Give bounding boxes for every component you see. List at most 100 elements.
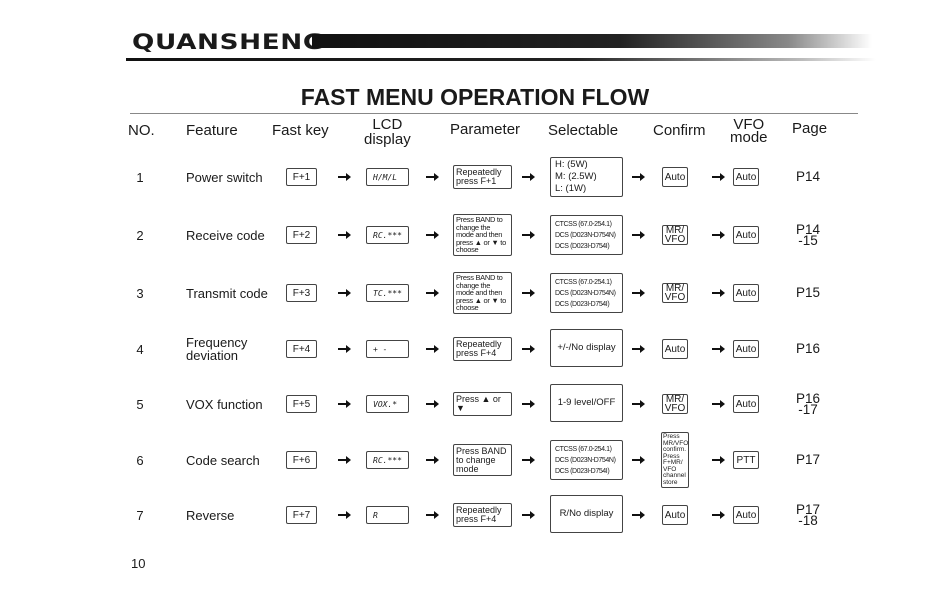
fast-key-box: F+6 xyxy=(286,451,317,469)
confirm-box: MR/ VFO xyxy=(662,283,688,303)
arrow-icon xyxy=(632,173,645,181)
row-feature: VOX function xyxy=(186,397,263,412)
header-gradient-bar xyxy=(312,34,872,48)
lcd-display-box: RC.*** xyxy=(366,451,409,469)
parameter-box: Repeatedly press F+4 xyxy=(453,503,512,527)
arrow-icon xyxy=(522,511,535,519)
parameter-box: Press BAND to change the mode and then p… xyxy=(453,214,512,256)
arrow-icon xyxy=(712,400,725,408)
confirm-box: MR/ VFO xyxy=(662,225,688,245)
row-number: 6 xyxy=(136,453,144,468)
vfo-mode-box: Auto xyxy=(733,340,759,358)
arrow-icon xyxy=(338,345,351,353)
fast-key-box: F+7 xyxy=(286,506,317,524)
row-number: 2 xyxy=(136,228,144,243)
arrow-icon xyxy=(712,289,725,297)
row-feature: Frequency deviation xyxy=(186,335,248,363)
arrow-icon xyxy=(522,345,535,353)
arrow-icon xyxy=(426,289,439,297)
lcd-display-box: + - xyxy=(366,340,409,358)
vfo-mode-box: Auto xyxy=(733,284,759,302)
confirm-box: Auto xyxy=(662,505,688,525)
arrow-icon xyxy=(338,289,351,297)
row-page: P17 -18 xyxy=(795,502,821,528)
selectable-box: H: (5W) M: (2.5W) L: (1W) xyxy=(550,157,623,197)
header-vfo-mode: VFO mode xyxy=(730,116,768,146)
row-feature: Power switch xyxy=(186,170,263,185)
confirm-box: Auto xyxy=(662,167,688,187)
arrow-icon xyxy=(712,345,725,353)
arrow-icon xyxy=(632,400,645,408)
confirm-box: Auto xyxy=(662,339,688,359)
fast-key-box: F+4 xyxy=(286,340,317,358)
row-page: P14 xyxy=(795,169,821,184)
arrow-icon xyxy=(522,231,535,239)
arrow-icon xyxy=(338,231,351,239)
fast-key-box: F+1 xyxy=(286,168,317,186)
arrow-icon xyxy=(632,231,645,239)
parameter-box: Repeatedly press F+1 xyxy=(453,165,512,189)
lcd-display-box: VOX.* xyxy=(366,395,409,413)
page-title: FAST MENU OPERATION FLOW xyxy=(300,84,650,110)
arrow-icon xyxy=(632,345,645,353)
header-confirm: Confirm xyxy=(653,122,706,139)
title-divider xyxy=(130,113,858,114)
fast-key-box: F+2 xyxy=(286,226,317,244)
arrow-icon xyxy=(712,231,725,239)
confirm-box: MR/ VFO xyxy=(662,394,688,414)
vfo-mode-box: Auto xyxy=(733,506,759,524)
vfo-mode-box: Auto xyxy=(733,226,759,244)
selectable-box: CTCSS (67.0-254.1) DCS (D023N-D754N) DCS… xyxy=(550,440,623,480)
arrow-icon xyxy=(522,289,535,297)
arrow-icon xyxy=(712,173,725,181)
arrow-icon xyxy=(712,456,725,464)
parameter-box: Press BAND to change mode xyxy=(453,444,512,476)
arrow-icon xyxy=(522,456,535,464)
confirm-box: Press MR/VFO confirm. Press F+MR/ VFO ch… xyxy=(661,432,689,488)
page-number: 10 xyxy=(131,556,146,571)
arrow-icon xyxy=(426,231,439,239)
row-page: P14 -15 xyxy=(795,222,821,248)
arrow-icon xyxy=(712,511,725,519)
parameter-box: Press ▲ or ▼ xyxy=(453,392,512,416)
header-lcd-display: LCD display xyxy=(364,116,411,148)
selectable-box: CTCSS (67.0-254.1) DCS (D023N-D754N) DCS… xyxy=(550,215,623,255)
header-page: Page xyxy=(792,120,828,137)
arrow-icon xyxy=(338,456,351,464)
row-feature: Reverse xyxy=(186,508,235,523)
row-number: 4 xyxy=(136,342,144,357)
row-feature: Transmit code xyxy=(186,286,268,301)
arrow-icon xyxy=(338,511,351,519)
selectable-box: +/-/No display xyxy=(550,329,623,367)
header-feature: Feature xyxy=(186,122,238,139)
row-feature: Code search xyxy=(186,453,260,468)
fast-key-box: F+5 xyxy=(286,395,317,413)
selectable-box: 1-9 level/OFF xyxy=(550,384,623,422)
arrow-icon xyxy=(338,400,351,408)
header-rule xyxy=(126,58,876,61)
row-number: 5 xyxy=(136,397,144,412)
header-selectable: Selectable xyxy=(548,122,619,139)
arrow-icon xyxy=(338,173,351,181)
header-fast-key: Fast key xyxy=(272,122,329,139)
arrow-icon xyxy=(426,173,439,181)
header-parameter: Parameter xyxy=(450,121,521,138)
row-number: 7 xyxy=(136,508,144,523)
arrow-icon xyxy=(426,400,439,408)
selectable-box: CTCSS (67.0-254.1) DCS (D023N-D754N) DCS… xyxy=(550,273,623,313)
row-page: P16 xyxy=(795,341,821,356)
arrow-icon xyxy=(522,400,535,408)
arrow-icon xyxy=(632,289,645,297)
lcd-display-box: TC.*** xyxy=(366,284,409,302)
lcd-display-box: R xyxy=(366,506,409,524)
arrow-icon xyxy=(426,511,439,519)
arrow-icon xyxy=(632,511,645,519)
arrow-icon xyxy=(522,173,535,181)
row-feature: Receive code xyxy=(186,228,265,243)
row-page: P16 -17 xyxy=(795,391,821,417)
vfo-mode-box: Auto xyxy=(733,168,759,186)
row-number: 3 xyxy=(136,286,144,301)
lcd-display-box: RC.*** xyxy=(366,226,409,244)
quansheng-logo: QUANSHENG xyxy=(132,30,326,54)
vfo-mode-box: Auto xyxy=(733,395,759,413)
